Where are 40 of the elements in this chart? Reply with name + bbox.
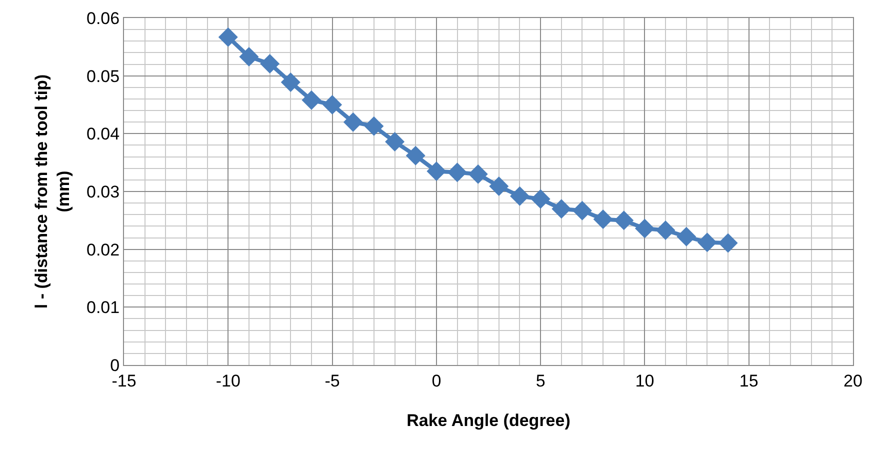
point [385, 132, 405, 152]
x-tick-label: -5 [324, 371, 340, 390]
x-tick-label: 5 [536, 371, 546, 390]
point [343, 112, 363, 132]
x-tick-label: 15 [739, 371, 758, 390]
y-tick-label: 0.05 [86, 66, 120, 86]
point [239, 47, 259, 66]
point [280, 72, 300, 92]
point [593, 210, 613, 230]
x-axis-title: Rake Angle (degree) [406, 411, 570, 430]
y-axis-title: l - (distance from the tool tip) (mm) [32, 74, 74, 309]
x-tick-label: 0 [432, 371, 442, 390]
point [697, 232, 717, 252]
point [322, 95, 342, 114]
point [406, 146, 426, 166]
point [530, 189, 550, 209]
point [468, 164, 488, 184]
y-tick-label: 0.04 [86, 124, 120, 144]
point [718, 233, 738, 253]
point [302, 90, 322, 110]
point [510, 186, 530, 206]
point [656, 220, 676, 240]
y-tick-label: 0.06 [86, 8, 120, 28]
point [426, 162, 446, 182]
point [614, 210, 634, 230]
point [364, 116, 384, 136]
point [572, 200, 592, 220]
x-tick-label: -10 [216, 371, 240, 390]
point [448, 162, 468, 182]
x-tick-label: 20 [844, 371, 862, 390]
y-tick-label: 0.01 [86, 298, 120, 318]
point [260, 54, 280, 74]
y-tick-label: 0.02 [86, 240, 120, 260]
point [552, 199, 572, 219]
point [489, 176, 509, 196]
point [218, 27, 238, 47]
point [634, 218, 654, 238]
point [676, 226, 696, 246]
x-tick-label: 10 [635, 371, 654, 390]
y-tick-label: 0.03 [86, 182, 120, 202]
